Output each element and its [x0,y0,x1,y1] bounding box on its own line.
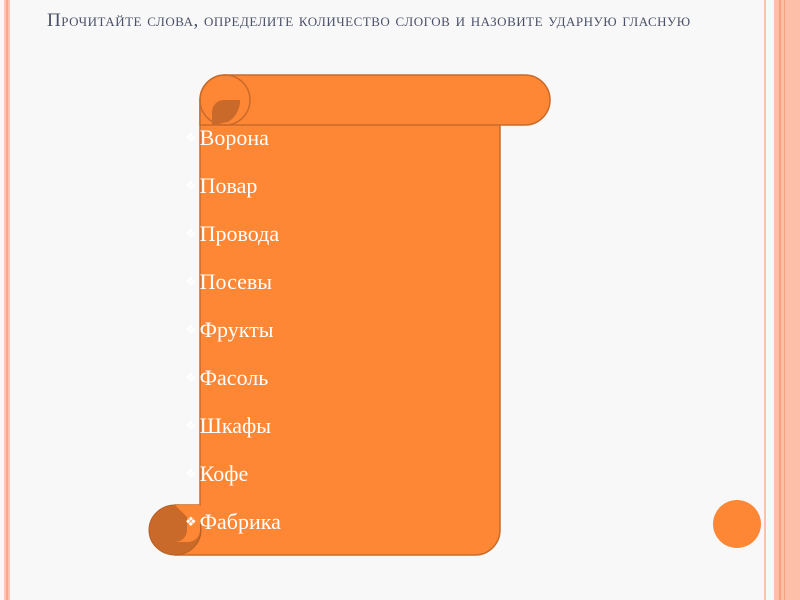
decorative-circle [713,500,761,548]
diamond-bullet-icon: ❖ [185,322,197,337]
list-item: ❖ Провода [185,210,281,258]
list-item: ❖ Фабрика [185,498,281,546]
list-item: ❖ Фасоль [185,354,281,402]
right-border-line [784,0,785,600]
word: Фабрика [199,509,281,534]
diamond-bullet-icon: ❖ [185,514,197,529]
word: Ворона [199,125,269,150]
right-border-line [764,0,766,600]
word: Фасоль [199,365,269,390]
left-border-line [6,0,8,600]
diamond-bullet-icon: ❖ [185,178,197,193]
word: Кофе [199,461,249,486]
word: Посевы [199,269,273,294]
scroll-top-curl-outline [199,74,251,126]
list-item: ❖ Ворона [185,114,281,162]
slide-title: Прочитайте слова, определите количество … [47,10,691,31]
diamond-bullet-icon: ❖ [185,466,197,481]
right-border [774,0,800,600]
list-item: ❖ Кофе [185,450,281,498]
word: Фрукты [199,317,274,342]
diamond-bullet-icon: ❖ [185,130,197,145]
diamond-bullet-icon: ❖ [185,370,197,385]
word: Повар [199,173,258,198]
scroll-bottom-curl [175,505,200,542]
diamond-bullet-icon: ❖ [185,274,197,289]
right-border-line [779,0,781,600]
scroll-top-curl [212,100,241,125]
list-item: ❖ Повар [185,162,281,210]
list-item: ❖ Посевы [185,258,281,306]
word: Провода [199,221,280,246]
diamond-bullet-icon: ❖ [185,418,197,433]
list-item: ❖ Фрукты [185,306,281,354]
list-item: ❖ Шкафы [185,402,281,450]
word: Шкафы [199,413,272,438]
diamond-bullet-icon: ❖ [185,226,197,241]
word-list: ❖ Ворона ❖ Повар ❖ Провода ❖ Посевы ❖ Фрукты … [185,114,281,546]
